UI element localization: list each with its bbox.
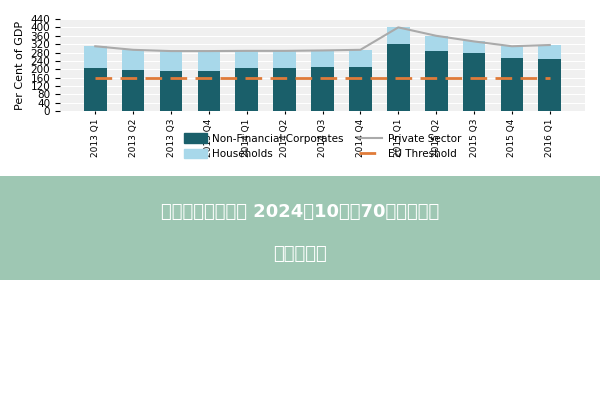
Bar [387,27,410,44]
EU Threshold [319,75,326,80]
Bar [500,46,523,58]
Bar [311,50,334,67]
EU Threshold [433,75,440,80]
Bar [197,51,220,71]
Private Sector [357,48,364,52]
Private Sector [92,44,99,49]
EU Threshold [281,75,288,80]
Line: Private Sector: Private Sector [95,27,550,51]
Bar [273,68,296,111]
Bar [160,71,182,111]
Private Sector [433,33,440,38]
Bar [349,50,372,66]
FancyBboxPatch shape [0,176,600,280]
Bar [160,51,182,71]
EU Threshold [470,75,478,80]
Private Sector [243,48,250,53]
Bar [500,58,523,111]
EU Threshold [167,75,175,80]
Bar [235,51,258,68]
EU Threshold [205,75,212,80]
Bar [122,70,145,111]
Private Sector [167,49,175,54]
Text: 数图文分析: 数图文分析 [273,245,327,263]
EU Threshold [130,75,137,80]
Bar [463,53,485,111]
Text: 网上开通股票杠杆 2024年10月份70城市房价指: 网上开通股票杠杆 2024年10月份70城市房价指 [161,203,439,221]
Bar [538,59,561,111]
Private Sector [395,25,402,30]
Bar [349,66,372,111]
Private Sector [546,42,553,47]
EU Threshold [357,75,364,80]
Private Sector [281,48,288,53]
Private Sector [319,48,326,53]
Bar [197,71,220,111]
EU Threshold [92,75,99,80]
Bar [235,68,258,111]
Bar [538,45,561,59]
EU Threshold [243,75,250,80]
Bar [122,50,145,70]
Private Sector [130,48,137,52]
Private Sector [508,44,515,49]
EU Threshold [546,75,553,80]
Bar [273,51,296,68]
Bar [425,52,448,111]
Bar [84,68,107,111]
EU Threshold [395,75,402,80]
EU Threshold [508,75,515,80]
Private Sector [205,49,212,54]
Bar [387,44,410,111]
Private Sector [470,39,478,44]
Bar [463,42,485,53]
Bar [84,46,107,68]
Legend: Non-Financial Corporates, Households, Private Sector, EU Threshold: Non-Financial Corporates, Households, Pr… [180,129,465,163]
Bar [425,36,448,52]
Bar [311,67,334,111]
Y-axis label: Per Cent of GDP: Per Cent of GDP [15,20,25,110]
